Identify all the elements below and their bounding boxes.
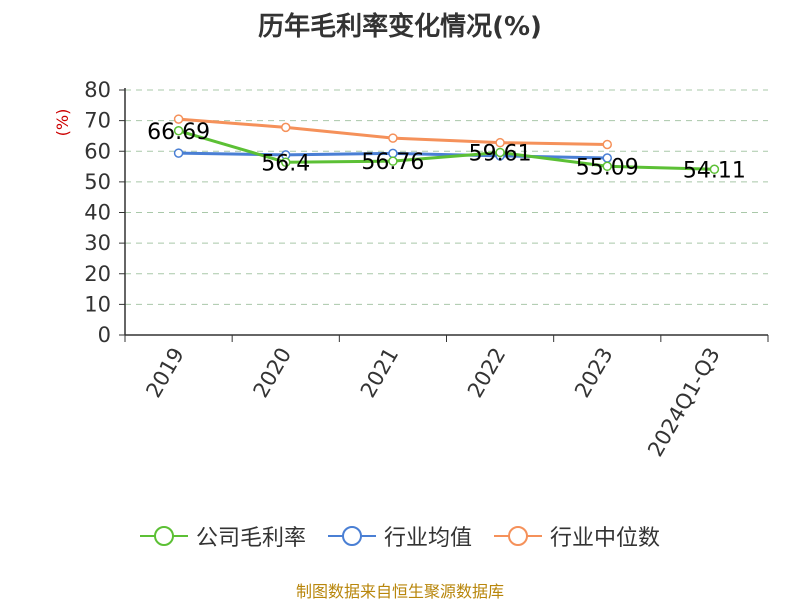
series-line-0 [178,129,715,171]
x-tick-label-2019: 2019 [141,344,189,402]
legend-dot-industry-median [508,526,528,546]
series-0-point-2[interactable] [388,156,398,166]
y-axis-label: (%) [53,109,72,137]
x-tick-label-2023: 2023 [570,344,618,402]
series-0-point-4[interactable] [602,161,612,172]
legend: 公司毛利率 行业均值 行业中位数 [0,520,800,552]
y-tick-label-70: 70 [84,109,111,133]
y-tick-label-30: 30 [84,231,111,255]
chart-title: 历年毛利率变化情况(%) [258,12,542,42]
legend-dot-company-margin [153,526,174,546]
y-tick-label-20: 20 [84,262,111,286]
y-tick-label-80: 80 [84,78,111,102]
legend-item-company-margin[interactable]: 公司毛利率 [139,520,306,552]
legend-swatch-industry-mean [327,524,376,548]
y-tick-label-0: 0 [98,323,111,347]
series-2-point-1[interactable] [281,122,291,133]
legend-label-company-margin: 公司毛利率 [195,526,306,551]
y-tick-label-40: 40 [84,201,111,225]
series-0-point-3[interactable] [495,147,505,158]
y-tick-label-50: 50 [84,170,111,194]
data-label-company-3: 59.61 [469,141,532,166]
legend-label-industry-median: 行业中位数 [550,526,661,551]
legend-item-industry-median[interactable]: 行业中位数 [494,520,660,552]
x-tick-label-2020: 2020 [249,344,297,402]
series-0-point-5[interactable] [709,164,720,175]
data-label-company-0: 66.69 [147,120,210,145]
data-label-company-5: 54.11 [683,158,746,183]
data-label-company-4: 55.09 [576,155,639,180]
data-label-company-2: 56.76 [361,150,424,175]
x-tick-label-2022: 2022 [463,344,511,402]
series-1-point-0[interactable] [173,148,184,158]
series-0-point-1[interactable] [281,157,291,168]
series-2-point-0[interactable] [173,114,184,124]
legend-swatch-company-margin [139,524,188,548]
series-0-point-0[interactable] [173,126,184,136]
legend-swatch-industry-median [494,524,542,548]
series-2-point-3[interactable] [495,137,505,148]
x-tick-label-2021: 2021 [356,344,404,402]
legend-item-industry-mean[interactable]: 行业均值 [327,520,472,552]
series-2-point-2[interactable] [388,133,398,143]
data-label-company-1: 56.4 [261,151,310,176]
series-2-point-4[interactable] [602,139,612,150]
x-tick-label-2024Q1-Q3: 2024Q1-Q3 [643,344,725,461]
legend-dot-industry-mean [341,526,362,546]
data-source-note: 制图数据来自恒生聚源数据库 [295,582,504,601]
line-chart: 0 10 20 30 40 50 60 70 80 (%) 2019 2020 2021 2022 2023… [53,78,769,461]
legend-label-industry-mean: 行业均值 [383,526,472,551]
y-tick-label-60: 60 [84,139,111,163]
y-tick-label-10: 10 [84,292,111,316]
